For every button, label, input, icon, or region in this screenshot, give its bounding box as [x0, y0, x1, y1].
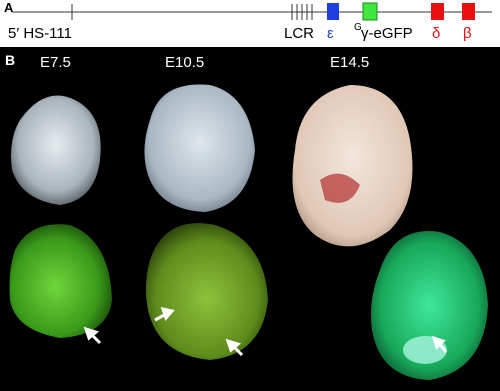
embryo-brightfield — [11, 95, 101, 205]
gene-box — [431, 3, 444, 20]
embryo-gfp — [371, 231, 488, 380]
lcr-sites — [291, 4, 313, 20]
panel-label: B — [5, 52, 15, 68]
gene-label: γ-eGFP — [361, 25, 413, 42]
gene-box — [327, 3, 339, 20]
embryo-brightfield — [292, 85, 413, 247]
gene-box — [462, 3, 475, 20]
stage-label: E7.5 — [40, 54, 71, 71]
panel-a-bg — [0, 0, 500, 47]
arrows — [83, 306, 448, 357]
hs-label: 5′ HS-111 — [8, 25, 72, 42]
embryo-brightfield — [144, 84, 255, 212]
gene-label: δ — [432, 25, 440, 42]
stage-label: E10.5 — [165, 54, 204, 71]
panel-label: A — [4, 0, 14, 15]
embryo-gfp — [145, 223, 268, 360]
gene-label: β — [463, 25, 472, 42]
lcr-label: LCR — [284, 25, 314, 42]
stage-label: E14.5 — [330, 54, 369, 71]
embryo-detail — [320, 173, 360, 203]
gene-label: ε — [327, 25, 334, 42]
embryo-gfp — [9, 224, 112, 338]
gene-box — [362, 2, 378, 21]
gene-superscript: G — [354, 22, 362, 33]
